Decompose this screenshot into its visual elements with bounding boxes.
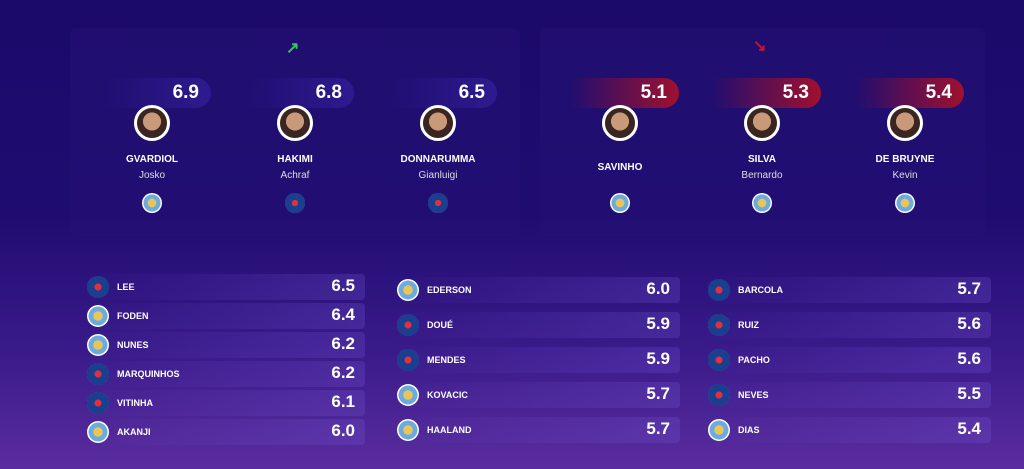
rating-badge: 6.5 [387,78,497,108]
player-name: EDERSON [427,285,472,295]
player-row[interactable]: HAALAND 5.7 [395,417,680,443]
player-rating: 5.9 [646,314,670,333]
player-row[interactable]: DIAS 5.4 [706,417,991,443]
player-name: VITINHA [117,398,153,408]
player-rating: 6.1 [331,392,355,411]
player-rating: 5.6 [957,314,981,333]
man-city-crest-icon [397,279,419,301]
player-name: NUNES [117,340,149,350]
player-surname: GVARDIOL [125,154,179,165]
player-name: FODEN [117,311,149,321]
player-name: PACHO [738,355,770,365]
player-row[interactable]: NEVES 5.5 [706,382,991,408]
man-city-crest-icon [397,384,419,406]
rating-badge: 6.9 [101,78,211,108]
psg-crest-icon [708,279,730,301]
psg-crest-icon [708,384,730,406]
player-name: MARQUINHOS [117,369,180,379]
rating-badge: 6.8 [244,78,354,108]
player-rating: 6.2 [331,363,355,382]
player-avatar [277,105,313,141]
player-rating: 6.2 [331,334,355,353]
player-row[interactable]: KOVACIC 5.7 [395,382,680,408]
player-row[interactable]: EDERSON 6.0 [395,277,680,303]
player-first-name: Achraf [280,170,310,181]
player-name: BARCOLA [738,285,783,295]
player-row[interactable]: PACHO 5.6 [706,347,991,373]
player-row[interactable]: MARQUINHOS 6.2 [85,361,365,387]
player-name: NEVES [738,390,769,400]
man-city-crest-icon [87,421,109,443]
psg-crest-icon [285,193,305,213]
psg-crest-icon [87,392,109,414]
man-city-crest-icon [397,419,419,441]
man-city-crest-icon [87,305,109,327]
psg-crest-icon [428,193,448,213]
player-avatar [744,105,780,141]
player-surname: SILVA [748,154,776,165]
man-city-crest-icon [895,193,915,213]
player-rating: 5.5 [957,384,981,403]
player-surname: HAKIMI [277,154,313,165]
player-row[interactable]: BARCOLA 5.7 [706,277,991,303]
player-row[interactable]: MENDES 5.9 [395,347,680,373]
player-surname: DE BRUYNE [875,154,935,165]
player-rating: 5.4 [957,419,981,438]
player-avatar [134,105,170,141]
player-name: LEE [117,282,135,292]
trend-up-icon: ↗ [286,40,300,57]
player-rating: 5.9 [646,349,670,368]
player-rating: 6.5 [331,276,355,295]
player-name: HAALAND [427,425,472,435]
player-row[interactable]: LEE 6.5 [85,274,365,300]
man-city-crest-icon [142,193,162,213]
player-first-name: Gianluigi [418,170,458,181]
player-rating: 6.0 [331,421,355,440]
psg-crest-icon [397,314,419,336]
player-name: MENDES [427,355,466,365]
player-first-name: Kevin [892,170,918,181]
player-rating: 5.7 [957,279,981,298]
trend-down-icon: ↘ [753,38,767,55]
player-surname: DONNARUMMA [400,154,476,165]
psg-crest-icon [87,363,109,385]
player-rating: 5.6 [957,349,981,368]
psg-crest-icon [397,349,419,371]
player-row[interactable]: VITINHA 6.1 [85,390,365,416]
player-rating: 6.0 [646,279,670,298]
psg-crest-icon [708,349,730,371]
player-name: DIAS [738,425,760,435]
player-rating: 6.4 [331,305,355,324]
player-row[interactable]: AKANJI 6.0 [85,419,365,445]
player-name: RUIZ [738,320,759,330]
player-first-name: Josko [138,170,166,181]
psg-crest-icon [708,314,730,336]
player-rating: 5.7 [646,384,670,403]
player-row[interactable]: DOUÉ 5.9 [395,312,680,338]
player-surname: SAVINHO [597,162,643,173]
player-avatar [420,105,456,141]
man-city-crest-icon [752,193,772,213]
player-row[interactable]: NUNES 6.2 [85,332,365,358]
player-name: KOVACIC [427,390,468,400]
man-city-crest-icon [87,334,109,356]
rating-badge: 5.1 [569,78,679,108]
player-rating: 5.7 [646,419,670,438]
psg-crest-icon [87,276,109,298]
man-city-crest-icon [610,193,630,213]
player-row[interactable]: RUIZ 5.6 [706,312,991,338]
player-name: DOUÉ [427,320,454,330]
player-first-name: Bernardo [741,170,783,181]
player-name: AKANJI [117,427,151,437]
rating-badge: 5.3 [711,78,821,108]
player-avatar [602,105,638,141]
player-row[interactable]: FODEN 6.4 [85,303,365,329]
player-avatar [887,105,923,141]
rating-badge: 5.4 [854,78,964,108]
man-city-crest-icon [708,419,730,441]
